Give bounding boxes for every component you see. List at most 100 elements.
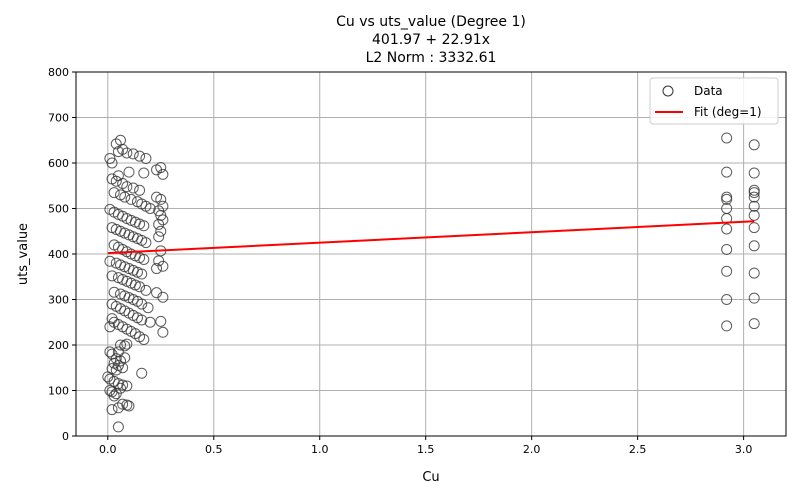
- data-point: [104, 373, 116, 385]
- data-point: [748, 187, 760, 199]
- data-point: [108, 187, 120, 199]
- data-point: [104, 385, 116, 396]
- data-point: [117, 379, 129, 391]
- data-point: [112, 402, 124, 414]
- data-point: [142, 302, 154, 314]
- data-point: [140, 152, 152, 164]
- data-point: [748, 318, 760, 330]
- data-point: [721, 265, 733, 277]
- data-point: [144, 203, 156, 214]
- data-point: [117, 362, 129, 374]
- data-point: [108, 390, 120, 402]
- data-point: [748, 139, 760, 151]
- y-tick-label: 500: [48, 203, 69, 216]
- data-point: [136, 367, 148, 379]
- data-point: [721, 166, 733, 178]
- y-tick-label: 600: [48, 157, 69, 170]
- data-point: [153, 218, 165, 230]
- data-point: [110, 364, 122, 376]
- data-point: [721, 132, 733, 144]
- data-point: [110, 175, 122, 187]
- title-line: L2 Norm : 3332.61: [366, 50, 497, 66]
- data-point: [110, 388, 122, 400]
- data-point: [721, 193, 733, 205]
- data-point: [721, 223, 733, 235]
- x-tick-label: 3.0: [735, 443, 753, 456]
- data-point: [110, 138, 122, 150]
- data-point: [157, 291, 169, 303]
- data-point: [140, 284, 152, 296]
- data-point: [127, 148, 139, 160]
- data-point: [721, 243, 733, 255]
- chart-title: Cu vs uts_value (Degree 1) 401.97 + 22.91…: [336, 14, 526, 66]
- data-point: [748, 267, 760, 279]
- data-point: [127, 182, 139, 194]
- legend-label: Fit (deg=1): [694, 105, 762, 119]
- axis-ticks: 0.0 0.5 1.0 1.5 2.0 2.5 3.0 0 100 200 300 400 500 600…: [48, 66, 752, 456]
- legend-marker-data: [662, 85, 674, 97]
- data-point: [134, 150, 146, 162]
- data-point: [155, 315, 167, 327]
- fit-line: [107, 220, 755, 255]
- data-point: [138, 253, 150, 265]
- data-point: [117, 398, 129, 410]
- x-tick-label: 2.5: [629, 443, 647, 456]
- data-point: [721, 294, 733, 305]
- data-point: [157, 326, 169, 338]
- x-tick-label: 2.0: [523, 443, 541, 456]
- data-point: [748, 240, 760, 252]
- data-point: [121, 338, 133, 350]
- data-point: [721, 320, 733, 332]
- data-point: [748, 167, 760, 179]
- data-point: [121, 181, 133, 193]
- data-point: [151, 263, 163, 275]
- y-tick-label: 400: [48, 248, 69, 261]
- data-point: [134, 281, 146, 293]
- y-tick-label: 300: [48, 294, 69, 307]
- data-point: [748, 200, 760, 212]
- data-point: [123, 166, 135, 178]
- data-point: [748, 209, 760, 221]
- data-point: [136, 298, 148, 310]
- data-point: [106, 313, 118, 325]
- data-point: [138, 220, 150, 232]
- data-point: [144, 316, 156, 328]
- data-point: [153, 255, 165, 267]
- x-tick-label: 1.5: [417, 443, 435, 456]
- data-point: [119, 340, 131, 352]
- data-point: [125, 193, 137, 205]
- data-point: [136, 268, 148, 280]
- data-point: [155, 193, 167, 205]
- x-axis-label: Cu: [422, 470, 439, 485]
- data-point: [102, 371, 114, 383]
- data-point: [136, 314, 148, 326]
- title-line: 401.97 + 22.91x: [372, 32, 490, 48]
- data-point: [157, 260, 169, 272]
- data-point: [748, 191, 760, 203]
- y-axis-label: uts_value: [16, 223, 31, 285]
- data-point: [104, 346, 116, 358]
- fit-line-group: [107, 220, 755, 255]
- data-point: [123, 400, 135, 412]
- y-tick-label: 800: [48, 66, 69, 79]
- y-tick-label: 700: [48, 112, 69, 125]
- data-point: [108, 286, 120, 298]
- y-tick-label: 200: [48, 339, 69, 352]
- x-tick-label: 0.0: [99, 443, 117, 456]
- legend-label: Data: [694, 84, 723, 98]
- data-point: [138, 334, 150, 346]
- data-point: [106, 157, 118, 169]
- data-point: [106, 404, 118, 416]
- data-point: [140, 237, 152, 249]
- data-point: [134, 184, 146, 196]
- data-point: [153, 231, 165, 243]
- data-point: [115, 339, 127, 351]
- data-point: [121, 380, 133, 392]
- legend: Data Fit (deg=1): [649, 77, 779, 125]
- data-points: [102, 132, 760, 433]
- data-point: [104, 321, 116, 333]
- data-point: [138, 167, 150, 179]
- x-tick-label: 0.5: [205, 443, 223, 456]
